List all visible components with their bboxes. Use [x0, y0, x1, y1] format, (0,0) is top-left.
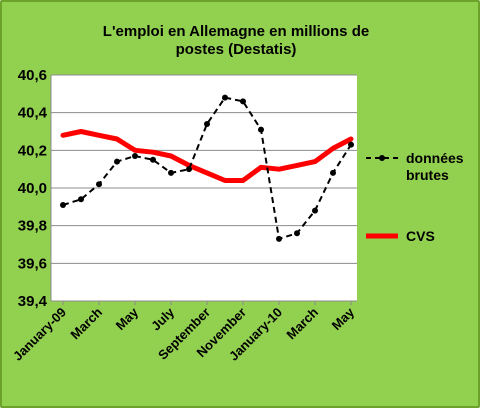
legend-marker-donnees-brutes — [379, 155, 385, 161]
data-point-donnees-brutes — [222, 94, 228, 101]
data-point-donnees-brutes — [240, 98, 246, 105]
x-tick-label: March — [283, 304, 321, 342]
x-tick-label: January-09 — [10, 305, 69, 364]
y-tick-label: 39,4 — [18, 293, 48, 310]
data-point-donnees-brutes — [258, 126, 264, 133]
chart-title-line-1: L'emploi en Allemagne en millions de — [103, 23, 369, 40]
series-layer — [60, 94, 354, 242]
y-tick-label: 39,6 — [18, 255, 47, 272]
data-point-donnees-brutes — [276, 235, 282, 242]
legend-label-cvs: CVS — [406, 228, 435, 244]
data-point-donnees-brutes — [330, 169, 336, 176]
data-point-donnees-brutes — [294, 230, 300, 237]
legend-label-donnees-brutes: données — [406, 150, 464, 166]
y-axis-ticks: 39,4 39,6 39,8 40,0 40,2 40,4 40,6 — [18, 67, 48, 310]
legend-label-donnees-brutes: brutes — [406, 167, 449, 183]
y-tick-label: 40,0 — [18, 180, 47, 197]
data-point-donnees-brutes — [204, 120, 210, 127]
data-point-donnees-brutes — [60, 201, 66, 208]
y-tick-label: 39,8 — [18, 218, 47, 235]
series-line-donnees-brutes — [62, 96, 352, 241]
data-point-donnees-brutes — [132, 152, 138, 159]
x-tick-label: July — [148, 304, 178, 334]
data-point-donnees-brutes — [96, 181, 102, 188]
x-tick-label: May — [329, 304, 358, 333]
y-tick-label: 40,2 — [18, 142, 47, 159]
data-point-donnees-brutes — [186, 166, 192, 173]
y-tick-label: 40,4 — [18, 105, 48, 122]
data-point-donnees-brutes — [150, 156, 156, 163]
x-tick-label: March — [67, 304, 105, 342]
data-point-donnees-brutes — [78, 196, 84, 203]
y-tick-label: 40,6 — [18, 67, 47, 84]
chart-title-line-2: postes (Destatis) — [176, 41, 297, 58]
data-point-donnees-brutes — [168, 169, 174, 176]
data-point-donnees-brutes — [312, 207, 318, 214]
data-point-donnees-brutes — [114, 158, 120, 165]
gridlines — [50, 74, 357, 302]
series-line-cvs — [60, 129, 354, 183]
x-tick-label: May — [113, 304, 142, 333]
data-point-donnees-brutes — [348, 141, 354, 148]
